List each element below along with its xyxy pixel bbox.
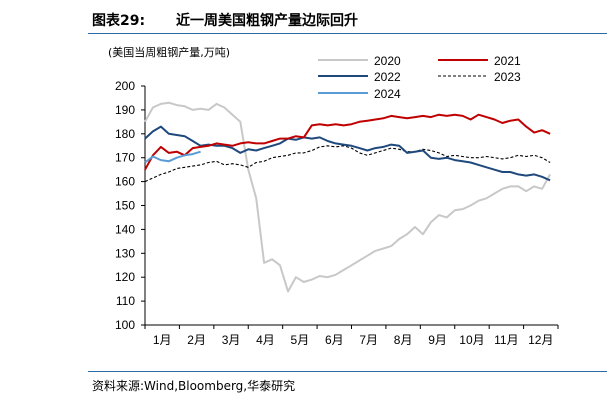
series-layer xyxy=(144,101,551,293)
unit-label: (美国当周粗钢产量,万吨) xyxy=(108,45,230,59)
series-line-2023 xyxy=(144,145,551,183)
x-tick-label: 7月 xyxy=(359,333,378,347)
x-tick-label: 5月 xyxy=(291,333,310,347)
y-tick-label: 110 xyxy=(116,294,135,308)
legend-label-2021: 2021 xyxy=(494,54,521,68)
x-tick-label: 8月 xyxy=(394,333,413,347)
y-tick-label: 190 xyxy=(115,103,135,117)
series-line-2020 xyxy=(144,101,551,293)
series-line-2021 xyxy=(144,113,551,171)
y-tick-label: 120 xyxy=(115,270,135,284)
y-tick-label: 100 xyxy=(115,318,135,332)
bottom-rule xyxy=(88,371,607,372)
x-tick-label: 4月 xyxy=(256,333,275,347)
x-tick-label: 3月 xyxy=(222,333,241,347)
legend-label-2022: 2022 xyxy=(374,70,401,84)
y-tick-label: 150 xyxy=(115,199,135,213)
y-tick-label: 130 xyxy=(115,246,135,260)
x-axis: 1月 2月 3月 4月 5月 6月 7月 8月 9月 10月 11月 12月 xyxy=(144,324,559,347)
legend-label-2020: 2020 xyxy=(374,54,401,68)
x-tick-label: 2月 xyxy=(187,333,206,347)
y-tick-label: 160 xyxy=(115,175,135,189)
x-tick-label: 11月 xyxy=(494,333,518,347)
x-tick-label: 1月 xyxy=(153,333,172,347)
legend: 2020 2021 2022 2023 2024 xyxy=(318,54,521,101)
x-tick-label: 9月 xyxy=(428,333,447,347)
legend-label-2023: 2023 xyxy=(494,70,521,84)
y-tick-label: 140 xyxy=(115,222,135,236)
x-tick-label: 12月 xyxy=(528,333,553,347)
figure-label: 图表29: xyxy=(92,13,146,29)
x-tick-label: 6月 xyxy=(325,333,344,347)
chart-title: 近一周美国粗钢产量边际回升 xyxy=(176,13,358,29)
legend-label-2024: 2024 xyxy=(374,87,401,101)
y-tick-label: 170 xyxy=(115,151,135,165)
top-rule xyxy=(88,33,607,34)
y-tick-label: 200 xyxy=(115,79,135,93)
y-axis: 100 110 120 130 140 150 160 170 180 190 200 xyxy=(115,79,146,332)
series-line-2022 xyxy=(144,125,551,182)
y-tick-label: 180 xyxy=(115,127,135,141)
source-note: 资料来源:Wind,Bloomberg,华泰研究 xyxy=(92,379,296,393)
series-line-2024 xyxy=(144,150,201,164)
x-tick-label: 10月 xyxy=(459,333,484,347)
